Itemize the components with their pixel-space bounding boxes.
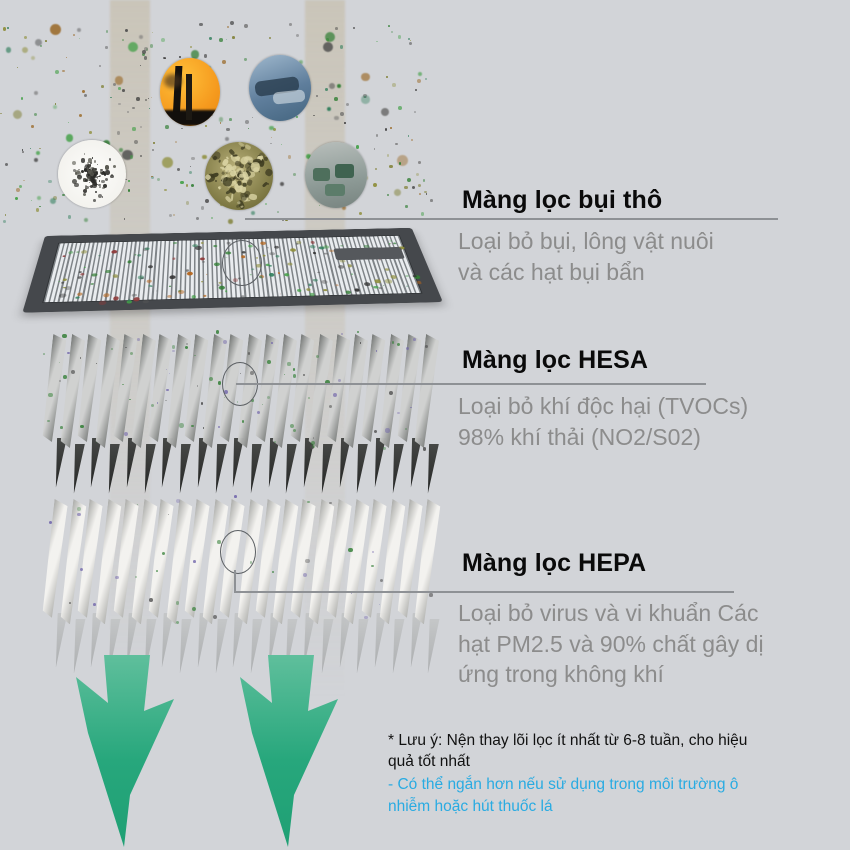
hepa-description: Loại bỏ virus và vi khuẩn Các hạt PM2.5 … [458, 598, 850, 690]
filter-stack-illustration [0, 0, 450, 850]
airflow-arrow-left [74, 655, 204, 850]
replacement-note: * Lưu ý: Nện thay lõi lọc ít nhất từ 6-8… [388, 730, 840, 818]
industrial-smoke-icon [160, 58, 220, 126]
prefilter-handle [333, 246, 405, 261]
prefilter-title: Màng lọc bụi thô [462, 186, 663, 214]
vehicle-exhaust-icon [249, 55, 311, 121]
hepa-leader-drop [234, 570, 236, 592]
prefilter-description-line-1: Loại bỏ bụi, lông vật nuôi [458, 228, 714, 254]
pollen-mold-icon [205, 142, 273, 210]
hesa-description-line-1: Loại bỏ khí độc hại (TVOCs) [458, 393, 749, 419]
dust-soot-icon [58, 140, 126, 208]
note-line-1: * Lưu ý: Nện thay lõi lọc ít nhất từ 6-8… [388, 732, 748, 749]
prefilter-description: Loại bỏ bụi, lông vật nuôi và các hạt bụ… [458, 226, 838, 287]
hepa-title: Màng lọc HEPA [462, 549, 647, 577]
note-line-2: quả tốt nhất [388, 753, 470, 771]
traffic-icon [305, 142, 367, 208]
hepa-description-line-2: hạt PM2.5 và 90% chất gây dị [458, 630, 764, 657]
airflow-arrow-right [238, 655, 368, 850]
hepa-callout-circle [220, 530, 256, 574]
prefilter-description-line-2: và các hạt bụi bẩn [458, 258, 645, 285]
hesa-title: Màng lọc HESA [462, 346, 649, 374]
prefilter-callout-circle [222, 240, 262, 286]
hepa-description-line-3: ứng trong không khí [458, 661, 664, 688]
hepa-leader-line [234, 591, 734, 593]
hesa-description-line-2: 98% khí thải (NO2/S02) [458, 423, 701, 450]
prefilter-leader-line [245, 218, 778, 220]
hepa-description-line-1: Loại bỏ virus và vi khuẩn Các [458, 600, 759, 626]
note-line-4: nhiễm hoặc hút thuốc lá [388, 798, 553, 816]
hesa-leader-line [236, 383, 706, 385]
hepa-pleated-filter [40, 495, 430, 660]
hesa-description: Loại bỏ khí độc hại (TVOCs) 98% khí thải… [458, 391, 848, 452]
note-line-3: - Có thể ngắn hơn nếu sử dụng trong môi … [388, 775, 739, 793]
